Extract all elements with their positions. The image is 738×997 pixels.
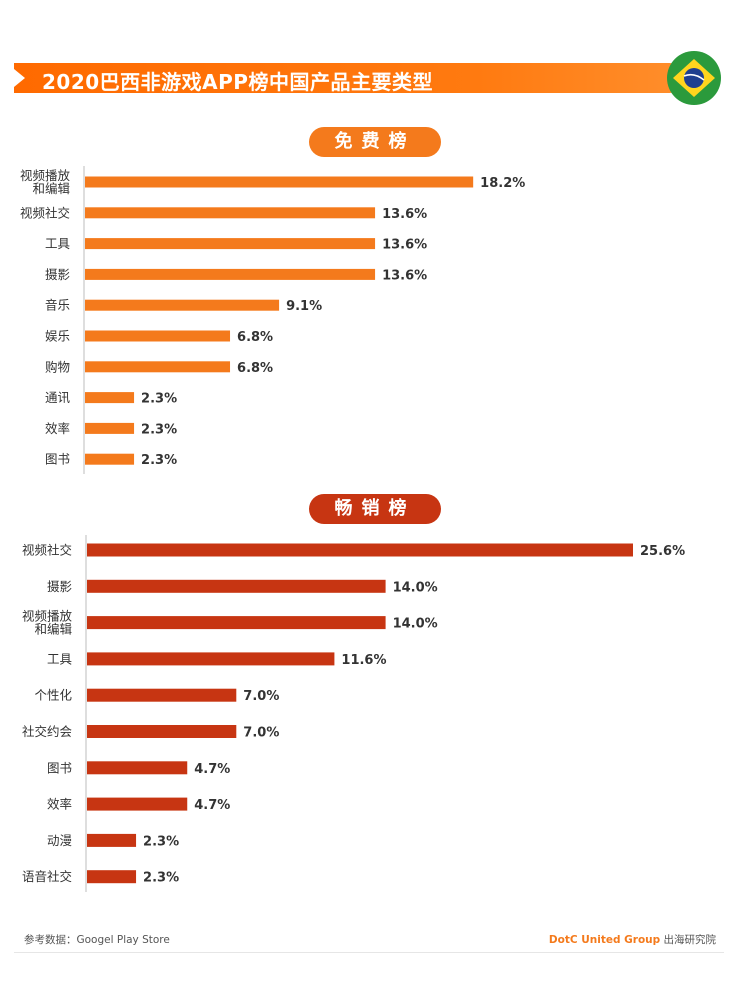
source-note: 参考数据：Googel Play Store (24, 934, 170, 946)
paid-chart-title: 畅销榜 (309, 494, 441, 524)
paid-bar (87, 688, 237, 702)
paid-category-label: 社交约会 (22, 724, 73, 739)
free-value-label: 18.2% (480, 176, 525, 191)
paid-category-label: 和编辑 (34, 622, 72, 637)
free-category-label: 摄影 (45, 267, 71, 282)
free-bar (85, 392, 135, 404)
free-value-label: 13.6% (382, 268, 427, 283)
free-bar (85, 299, 280, 311)
free-category-label: 视频播放 (20, 168, 71, 183)
paid-bar (87, 616, 386, 630)
paid-value-label: 2.3% (143, 871, 179, 886)
paid-bar (87, 870, 137, 884)
free-category-label: 音乐 (45, 298, 70, 313)
free-value-label: 2.3% (141, 453, 177, 468)
paid-bar (87, 761, 188, 775)
free-value-label: 2.3% (141, 422, 177, 437)
brand-credit: DotC United Group 出海研究院 (549, 932, 716, 947)
free-category-label: 和编辑 (32, 181, 70, 196)
paid-bar (87, 652, 335, 666)
brazil-flag-icon (667, 51, 721, 105)
paid-value-label: 7.0% (243, 689, 279, 704)
paid-bar (87, 725, 237, 738)
paid-category-label: 工具 (47, 651, 73, 666)
paid-value-label: 7.0% (243, 726, 279, 741)
paid-bar (87, 833, 137, 847)
free-category-label: 效率 (45, 421, 70, 436)
paid-bar (87, 579, 386, 593)
free-category-label: 通讯 (45, 390, 71, 405)
title-bar: 2020巴西非游戏APP榜中国产品主要类型 (14, 63, 674, 94)
free-category-label: 工具 (45, 236, 71, 251)
free-value-label: 13.6% (382, 238, 427, 253)
free-category-label: 娱乐 (45, 329, 70, 344)
play-arrow-icon (14, 69, 25, 87)
free-bar (85, 330, 231, 342)
paid-value-label: 25.6% (640, 544, 685, 559)
paid-value-label: 2.3% (143, 834, 179, 849)
paid-bar (87, 543, 633, 557)
free-value-label: 6.8% (237, 361, 273, 376)
brand-name: DotC United Group (548, 934, 661, 946)
free-bar (85, 361, 231, 373)
paid-category-label: 效率 (47, 797, 72, 812)
free-bar (85, 207, 376, 219)
paid-value-label: 14.0% (393, 580, 438, 595)
footer-divider (14, 952, 724, 953)
free-category-label: 视频社交 (20, 205, 70, 220)
paid-category-label: 摄影 (47, 579, 73, 594)
free-bar (85, 176, 474, 188)
page-title: 2020巴西非游戏APP榜中国产品主要类型 (42, 70, 433, 94)
free-bar (85, 268, 376, 280)
free-value-label: 9.1% (286, 299, 322, 314)
paid-value-label: 4.7% (194, 798, 230, 813)
free-value-label: 2.3% (141, 392, 177, 407)
paid-value-label: 4.7% (194, 762, 230, 777)
free-value-label: 13.6% (382, 207, 427, 222)
paid-category-label: 图书 (47, 760, 72, 775)
paid-category-label: 动漫 (47, 833, 72, 848)
free-chart-title: 免费榜 (309, 127, 441, 157)
paid-value-label: 14.0% (393, 617, 438, 632)
free-bar (85, 422, 135, 434)
free-category-label: 购物 (45, 359, 70, 374)
free-bar (85, 238, 376, 250)
free-bar (85, 453, 135, 465)
paid-category-label: 视频社交 (22, 543, 72, 558)
free-value-label: 6.8% (237, 330, 273, 345)
brand-suffix: 出海研究院 (660, 934, 716, 946)
free-category-label: 图书 (45, 452, 70, 467)
paid-value-label: 11.6% (341, 653, 386, 668)
paid-category-label: 个性化 (34, 688, 72, 703)
paid-category-label: 语音社交 (22, 869, 72, 884)
paid-bar (87, 797, 188, 811)
paid-category-label: 视频播放 (22, 609, 73, 624)
